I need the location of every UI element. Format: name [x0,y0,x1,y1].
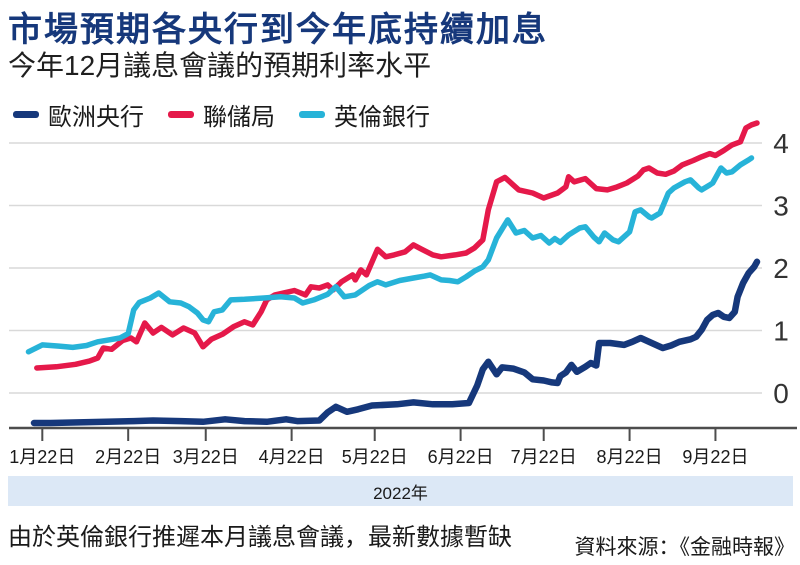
legend-label-ecb: 歐洲央行 [48,104,144,131]
page-subtitle: 今年12月議息會議的預期利率水平 [8,50,432,81]
x-tick-label: 6月22日 [428,447,494,467]
legend: 歐洲央行 聯儲局 英倫銀行 [13,97,430,132]
legend-item-boe: 英倫銀行 [299,97,430,132]
y-tick-label: 1 [773,316,789,347]
y-tick-label: 2 [773,253,789,284]
chart-footnote: 由於英倫銀行推遲本月議息會議，最新數據暫缺 [8,525,512,551]
x-tick-label: 3月22日 [173,447,239,467]
data-source: 資料來源：《金融時報》 [574,535,796,559]
fed-line [34,120,760,371]
year-band-label: 2022年 [373,483,428,503]
x-axis-year-band: 2022年 [8,476,793,506]
ecb-line [30,258,761,427]
x-tick-label: 7月22日 [511,447,577,467]
x-tick-label: 9月22日 [682,447,748,467]
legend-item-ecb: 歐洲央行 [13,97,144,132]
x-tick-label: 2月22日 [95,447,161,467]
x-tick-label: 4月22日 [259,447,325,467]
x-tick-label: 5月22日 [342,447,408,467]
x-tick-label: 8月22日 [597,447,663,467]
y-tick-label: 4 [773,128,789,159]
y-tick-label: 3 [773,191,789,222]
ecb-line-swatch [13,111,39,118]
fed-line-swatch [168,111,194,118]
boe-line-swatch [299,111,325,118]
legend-label-fed: 聯儲局 [203,104,275,131]
boe-line [25,155,755,355]
x-tick-label: 1月22日 [9,447,75,467]
page-title: 市場預期各央行到今年底持續加息 [8,11,548,49]
legend-label-boe: 英倫銀行 [334,104,430,131]
y-tick-label: 0 [773,378,789,409]
legend-item-fed: 聯儲局 [168,97,275,132]
